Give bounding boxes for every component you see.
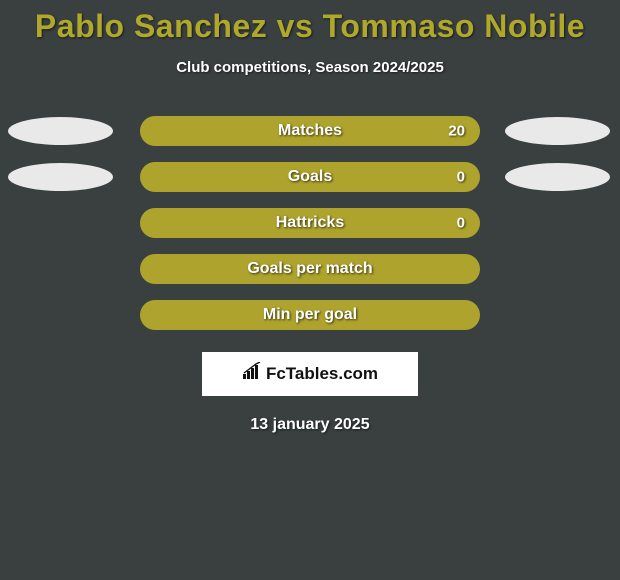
player-left-marker bbox=[8, 163, 113, 191]
stat-rows: Matches20Goals0Hattricks0Goals per match… bbox=[0, 116, 620, 330]
stat-label: Hattricks bbox=[140, 214, 480, 232]
date-label: 13 january 2025 bbox=[0, 416, 620, 434]
stat-label: Goals per match bbox=[140, 260, 480, 278]
stat-row: Min per goal bbox=[0, 300, 620, 330]
stat-value: 0 bbox=[457, 169, 465, 186]
player-left-marker bbox=[8, 117, 113, 145]
stat-label: Goals bbox=[140, 168, 480, 186]
comparison-card: Pablo Sanchez vs Tommaso Nobile Club com… bbox=[0, 0, 620, 434]
player-right-marker bbox=[505, 117, 610, 145]
stat-value: 20 bbox=[448, 123, 465, 140]
logo-text: FcTables.com bbox=[266, 364, 378, 384]
player-right-marker bbox=[505, 163, 610, 191]
stat-value: 0 bbox=[457, 215, 465, 232]
stat-row: Matches20 bbox=[0, 116, 620, 146]
page-title: Pablo Sanchez vs Tommaso Nobile bbox=[0, 8, 620, 45]
logo-box: FcTables.com bbox=[202, 352, 418, 396]
stat-row: Goals per match bbox=[0, 254, 620, 284]
stat-row: Goals0 bbox=[0, 162, 620, 192]
bar-chart-icon bbox=[242, 362, 262, 385]
stat-label: Min per goal bbox=[140, 306, 480, 324]
stat-label: Matches bbox=[140, 122, 480, 140]
subtitle: Club competitions, Season 2024/2025 bbox=[0, 59, 620, 76]
stat-row: Hattricks0 bbox=[0, 208, 620, 238]
